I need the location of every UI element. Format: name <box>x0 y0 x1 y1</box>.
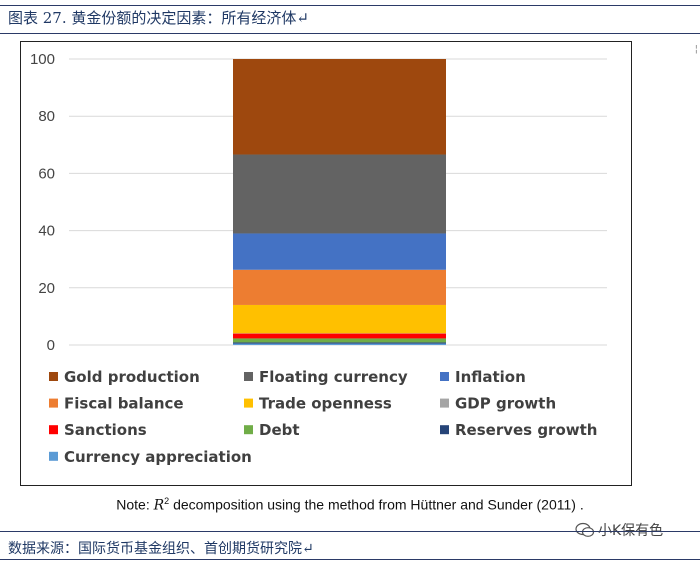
legend-swatch-debt <box>244 425 253 435</box>
wechat-icon <box>575 522 595 537</box>
figure-note: Note: R2 decomposition using the method … <box>0 496 700 514</box>
y-tick-label: 80 <box>38 108 55 125</box>
bar-segment-currency-appreciation <box>233 343 446 345</box>
legend-label-gdp-growth: GDP growth <box>455 395 556 413</box>
legend-label-reserves-growth: Reserves growth <box>455 421 597 439</box>
legend-label-sanctions: Sanctions <box>64 421 147 439</box>
y-tick-label: 40 <box>38 223 55 240</box>
note-suffix: decomposition using the method from Hütt… <box>169 496 584 513</box>
legend-swatch-gdp-growth <box>440 398 449 408</box>
side-marker: ¦ <box>694 44 698 55</box>
legend-swatch-sanctions <box>49 425 58 435</box>
legend-label-inflation: Inflation <box>455 368 526 386</box>
legend-swatch-trade-openness <box>244 398 253 408</box>
bar-segment-floating-currency <box>233 154 446 234</box>
figure-title: 图表 27. 黄金份额的决定因素：所有经济体↵ <box>8 9 309 27</box>
top-rule <box>0 5 700 6</box>
bottom-rule <box>0 559 700 560</box>
legend-swatch-reserves-growth <box>440 425 449 435</box>
bar-segment-inflation <box>233 233 446 270</box>
note-superscript: 2 <box>164 496 170 506</box>
title-rule <box>0 33 700 34</box>
note-prefix: Note: <box>116 496 154 513</box>
legend-label-gold-production: Gold production <box>64 368 200 386</box>
legend-label-floating-currency: Floating currency <box>259 368 408 386</box>
note-r-symbol: R <box>153 497 165 514</box>
bar-segment-reserves-growth <box>233 342 446 344</box>
y-tick-label: 100 <box>30 51 55 68</box>
bar-segment-sanctions <box>233 333 446 339</box>
legend-label-trade-openness: Trade openness <box>259 395 392 413</box>
legend-swatch-inflation <box>440 372 449 381</box>
legend-swatch-floating-currency <box>244 372 253 381</box>
y-tick-label: 0 <box>47 337 55 354</box>
legend-label-debt: Debt <box>259 421 300 439</box>
chart-frame: 0 20 40 60 80 100 Gold production Floating curr… <box>20 41 632 486</box>
bar-segment-gold-production <box>233 59 446 155</box>
source-rule <box>0 531 700 532</box>
bar-segment-debt <box>233 338 446 343</box>
y-tick-label: 60 <box>38 165 55 182</box>
legend-swatch-currency-appreciation <box>49 451 58 461</box>
bar-segment-fiscal-balance <box>233 269 446 305</box>
stacked-bar-chart: 0 20 40 60 80 100 Gold production Floating curr… <box>30 51 607 466</box>
source-text: 数据来源：国际货币基金组织、首创期货研究院↵ <box>8 541 314 557</box>
legend-swatch-fiscal-balance <box>49 398 58 408</box>
watermark-text: 小K保有色 <box>598 523 664 539</box>
watermark: 小K保有色 <box>575 520 663 540</box>
bar-segment-trade-openness <box>233 304 446 334</box>
y-tick-label: 20 <box>38 280 55 297</box>
legend-swatch-gold-production <box>49 372 58 381</box>
legend-label-currency-appreciation: Currency appreciation <box>64 448 252 466</box>
legend-label-fiscal-balance: Fiscal balance <box>64 395 184 413</box>
